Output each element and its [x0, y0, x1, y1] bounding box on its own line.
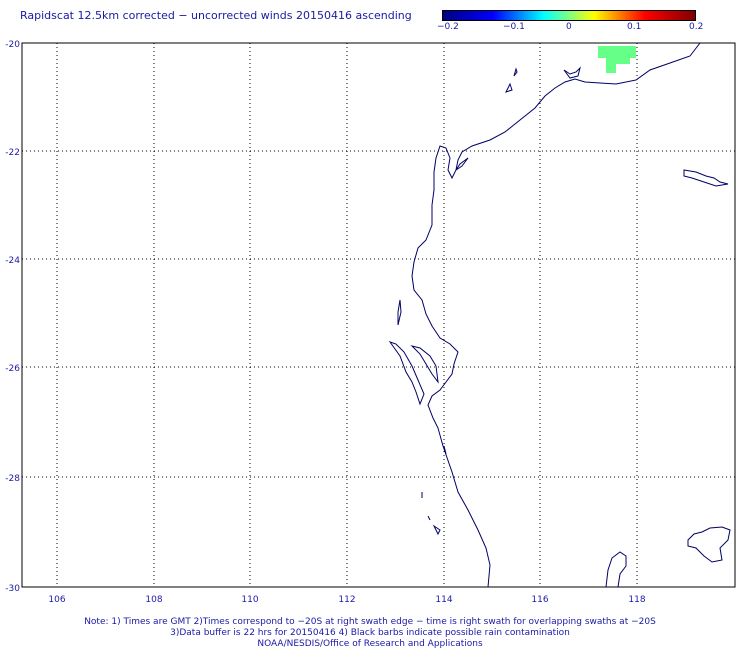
- colorbar: [442, 10, 696, 21]
- y-tick-label: -26: [5, 364, 20, 374]
- y-tick-label: -20: [5, 40, 20, 50]
- x-tick-label: 112: [338, 595, 355, 605]
- colorbar-label-pos: 0.1: [627, 22, 642, 32]
- map-title: Rapidscat 12.5km corrected − uncorrected…: [20, 9, 412, 22]
- x-tick-label: 108: [145, 595, 162, 605]
- colorbar-label-neg: −0.1: [503, 22, 525, 32]
- colorbar-label-max: 0.2: [689, 22, 704, 32]
- y-tick-label: -28: [5, 474, 20, 484]
- x-tick-label: 116: [531, 595, 548, 605]
- footnote-line-2: 3)Data buffer is 22 hrs for 20150416 4) …: [170, 628, 570, 638]
- coastline: [388, 42, 731, 588]
- x-tick-label: 110: [241, 595, 258, 605]
- colorbar-label-zero: 0: [566, 22, 572, 32]
- x-tick-label: 118: [628, 595, 645, 605]
- footnote-line-1: Note: 1) Times are GMT 2)Times correspon…: [84, 617, 656, 627]
- y-axis-ticks: -20 -22 -24 -26 -28 -30: [5, 40, 20, 594]
- y-tick-label: -22: [5, 148, 20, 158]
- footnotes: Note: 1) Times are GMT 2)Times correspon…: [0, 617, 740, 650]
- plot-frame: [21, 42, 736, 588]
- colorbar-label-min: −0.2: [437, 22, 459, 32]
- wind-difference-patch: [598, 46, 636, 73]
- y-tick-label: -24: [5, 256, 20, 266]
- x-tick-label: 106: [48, 595, 65, 605]
- y-tick-label: -30: [5, 584, 20, 594]
- grid-lines: [22, 43, 735, 587]
- x-axis-ticks: 106 108 110 112 114 116 118: [48, 595, 645, 605]
- footnote-credit: NOAA/NESDIS/Office of Research and Appli…: [257, 639, 483, 649]
- x-tick-label: 114: [435, 595, 452, 605]
